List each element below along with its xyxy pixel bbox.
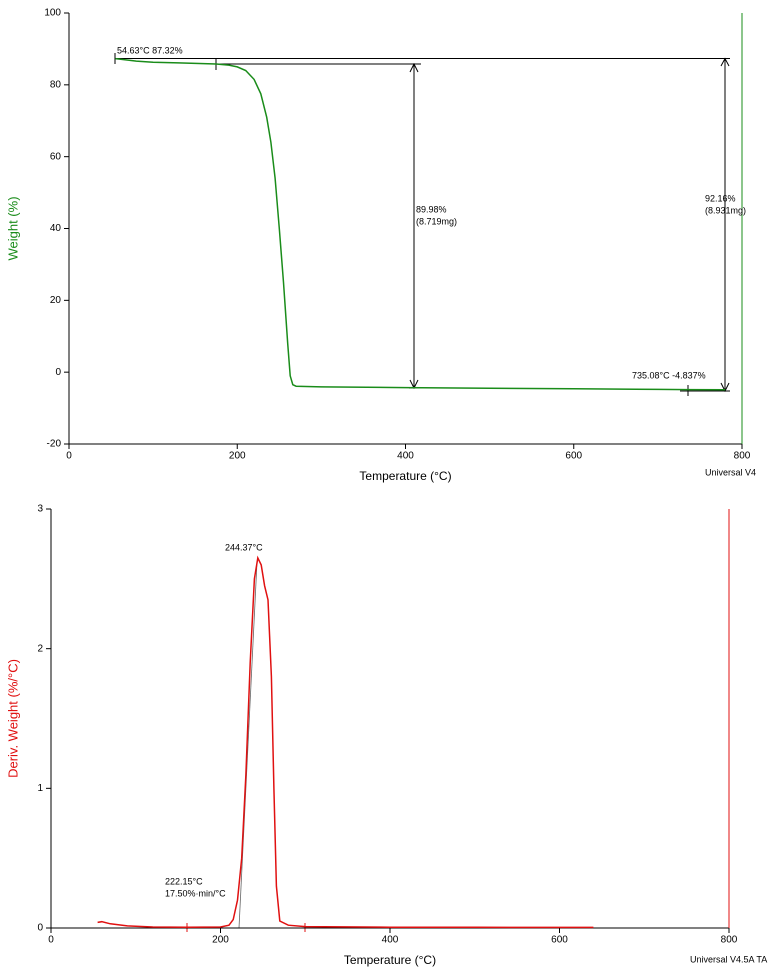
x-tick-label: 0 xyxy=(48,935,54,946)
annotation: 222.15°C xyxy=(165,876,203,886)
annotation: 92.16% xyxy=(705,193,736,203)
annotation: (8.931mg) xyxy=(705,205,746,215)
y-tick-label: 1 xyxy=(37,783,43,794)
y-tick-label: 0 xyxy=(55,367,61,378)
y-axis-label: Deriv. Weight (%/°C) xyxy=(5,659,20,778)
annotation: 735.08°C -4.837% xyxy=(632,370,706,380)
y-tick-label: 100 xyxy=(44,8,61,19)
x-tick-label: 800 xyxy=(734,451,751,462)
annotation: 17.50%·min/°C xyxy=(165,888,226,898)
data-line xyxy=(97,555,594,929)
x-axis-label: Temperature (°C) xyxy=(344,953,436,967)
y-axis-label: Weight (%) xyxy=(5,196,20,260)
x-tick-label: 0 xyxy=(66,451,72,462)
annotation: 89.98% xyxy=(416,204,447,214)
annotation: Universal V4 xyxy=(705,467,756,477)
annotation: Universal V4.5A TA xyxy=(690,954,767,964)
chart1-annotation-lines xyxy=(114,53,730,396)
y-tick-label: 0 xyxy=(37,923,43,934)
y-tick-label: 2 xyxy=(37,643,43,654)
y-tick-label: 60 xyxy=(50,151,62,162)
annotation: 244.37°C xyxy=(225,542,263,552)
y-tick-label: -20 xyxy=(47,439,62,450)
data-line xyxy=(115,57,726,391)
y-tick-label: 40 xyxy=(50,223,62,234)
x-tick-label: 600 xyxy=(565,451,582,462)
x-tick-label: 600 xyxy=(551,935,568,946)
x-tick-label: 200 xyxy=(212,935,229,946)
y-tick-label: 3 xyxy=(37,504,43,515)
annotation: 54.63°C 87.32% xyxy=(117,45,183,55)
y-tick-label: 20 xyxy=(50,295,62,306)
x-tick-label: 400 xyxy=(382,935,399,946)
x-axis-label: Temperature (°C) xyxy=(359,469,451,483)
annotation: (8.719mg) xyxy=(416,216,457,226)
x-tick-label: 400 xyxy=(397,451,414,462)
x-tick-label: 200 xyxy=(229,451,246,462)
x-tick-label: 800 xyxy=(721,935,738,946)
chart2-annotation-lines xyxy=(186,561,306,932)
y-tick-label: 80 xyxy=(50,79,62,90)
